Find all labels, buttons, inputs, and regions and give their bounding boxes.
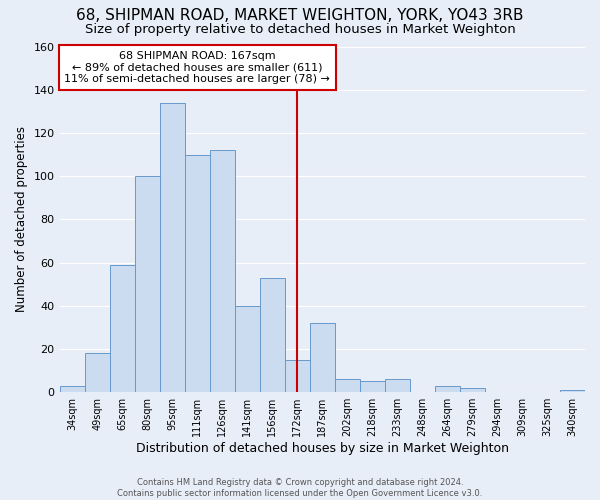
- Bar: [235, 306, 260, 392]
- Bar: [59, 386, 85, 392]
- Bar: [385, 379, 410, 392]
- Bar: [335, 379, 360, 392]
- Text: Size of property relative to detached houses in Market Weighton: Size of property relative to detached ho…: [85, 22, 515, 36]
- X-axis label: Distribution of detached houses by size in Market Weighton: Distribution of detached houses by size …: [136, 442, 509, 455]
- Text: 68 SHIPMAN ROAD: 167sqm
← 89% of detached houses are smaller (611)
11% of semi-d: 68 SHIPMAN ROAD: 167sqm ← 89% of detache…: [64, 51, 330, 84]
- Bar: [260, 278, 285, 392]
- Bar: [310, 323, 335, 392]
- Bar: [460, 388, 485, 392]
- Bar: [185, 154, 209, 392]
- Bar: [285, 360, 310, 392]
- Y-axis label: Number of detached properties: Number of detached properties: [15, 126, 28, 312]
- Bar: [160, 102, 185, 392]
- Bar: [560, 390, 585, 392]
- Bar: [209, 150, 235, 392]
- Bar: [435, 386, 460, 392]
- Bar: [134, 176, 160, 392]
- Bar: [360, 382, 385, 392]
- Bar: [110, 264, 134, 392]
- Text: Contains HM Land Registry data © Crown copyright and database right 2024.
Contai: Contains HM Land Registry data © Crown c…: [118, 478, 482, 498]
- Bar: [85, 354, 110, 392]
- Text: 68, SHIPMAN ROAD, MARKET WEIGHTON, YORK, YO43 3RB: 68, SHIPMAN ROAD, MARKET WEIGHTON, YORK,…: [76, 8, 524, 22]
